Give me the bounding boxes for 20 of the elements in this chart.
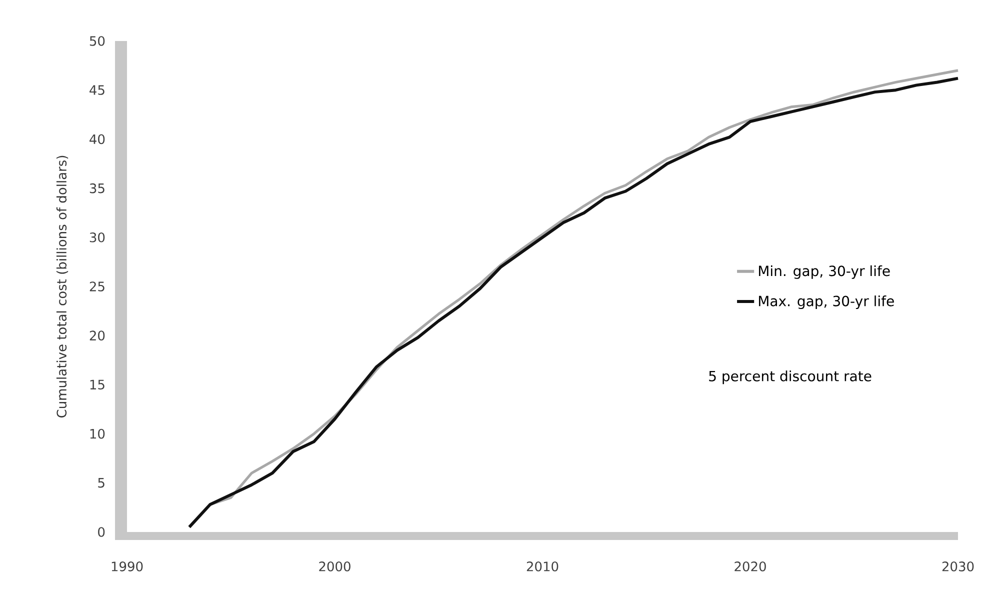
y-tick-label: 25: [90, 282, 104, 292]
y-tick-label: 35: [90, 183, 104, 194]
x-tick-label: 2000: [319, 562, 350, 572]
legend-label: Max. gap, 30-yr life: [758, 295, 894, 310]
x-tick-label: 2010: [526, 562, 558, 572]
y-tick-label: 15: [90, 380, 104, 390]
x-tick-label: 2030: [942, 562, 974, 572]
y-axis-title: Cumulative total cost (billions of dollars): [56, 156, 68, 418]
y-tick-label: 50: [90, 36, 105, 46]
annotation: 5 percent discount rate: [709, 370, 872, 384]
x-tick-label: 1990: [112, 562, 143, 572]
y-tick-label: 40: [90, 134, 105, 144]
y-tick-label: 10: [90, 428, 105, 439]
y-tick-label: 20: [90, 330, 105, 341]
y-tick-label: 5: [98, 478, 104, 488]
x-tick-label: 2020: [734, 562, 766, 572]
legend-label: Min. gap, 30-yr life: [758, 265, 890, 279]
y-tick-label: 45: [90, 85, 104, 95]
y-tick-label: 0: [98, 527, 105, 537]
y-tick-label: 30: [90, 232, 105, 242]
